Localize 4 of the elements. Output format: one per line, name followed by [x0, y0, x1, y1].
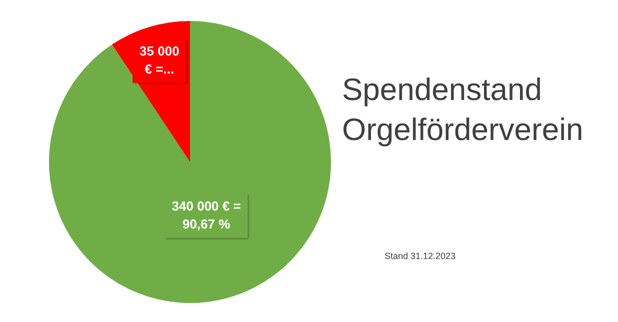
data-label: 35 000 € =... — [140, 43, 180, 76]
text: Spendenstand Orgelförderverein — [342, 71, 584, 149]
text: Stand 31.12.2023 — [383, 250, 457, 263]
data-label: 340 000 € = 90,67 % — [172, 198, 242, 232]
